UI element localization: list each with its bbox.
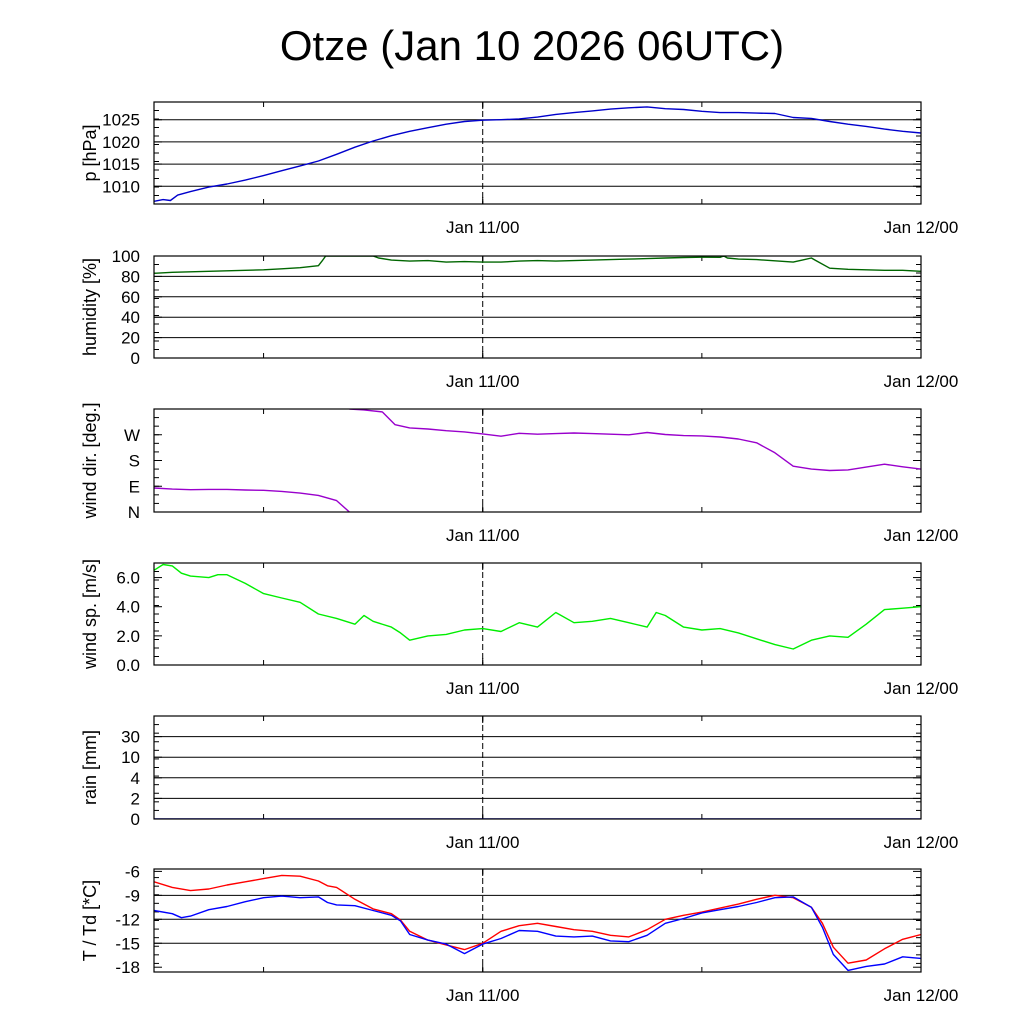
- x-tick-label: Jan 12/00: [884, 986, 959, 1005]
- y-tick-label: S: [129, 452, 140, 471]
- y-tick-label: 4.0: [116, 598, 140, 617]
- y-tick-label: N: [128, 503, 140, 522]
- y-tick-label: -18: [115, 958, 140, 977]
- y-tick-label: 1020: [102, 133, 140, 152]
- x-tick-label: Jan 11/00: [446, 986, 519, 1005]
- y-axis-label: wind sp. [m/s]: [80, 559, 100, 670]
- y-tick-label: 0: [131, 349, 140, 368]
- x-tick-label: Jan 11/00: [446, 218, 519, 237]
- y-tick-label: 1010: [102, 177, 140, 196]
- y-axis-label: rain [mm]: [80, 730, 100, 805]
- plot-frame: [153, 868, 922, 973]
- y-tick-label: -9: [125, 886, 140, 905]
- y-tick-label: E: [129, 477, 140, 496]
- plot-frame: [153, 255, 922, 359]
- plot-frame: [153, 715, 922, 820]
- x-tick-label: Jan 12/00: [884, 833, 959, 852]
- series-line-humidity: [154, 256, 921, 274]
- x-tick-label: Jan 11/00: [446, 833, 519, 852]
- x-tick-label: Jan 11/00: [446, 526, 519, 545]
- y-tick-label: 6.0: [116, 569, 140, 588]
- y-axis-label: T / Td [*C]: [80, 880, 100, 961]
- chart-title: Otze (Jan 10 2026 06UTC): [279, 22, 785, 69]
- y-tick-label: 2: [131, 789, 140, 808]
- y-tick-label: 4: [131, 769, 140, 788]
- y-tick-label: 60: [121, 288, 140, 307]
- series-line-wind-speed: [154, 563, 921, 650]
- panel-wind-speed: Jan 11/00 Jan 12/00 0.0 2.0 4.0 6.0 wind sp. […: [80, 559, 958, 698]
- x-tick-label: Jan 12/00: [884, 372, 959, 391]
- y-tick-label: 80: [121, 267, 140, 286]
- y-tick-label: 40: [121, 308, 140, 327]
- y-tick-label: 0: [131, 810, 140, 829]
- series-line-wind-direction: [154, 487, 350, 512]
- panel-temperature: Jan 11/00 Jan 12/00 -18 -15 -12 -9 -6 T / Td [*…: [80, 862, 958, 1005]
- y-tick-label: 30: [121, 728, 140, 747]
- y-axis-label: humidity [%]: [80, 258, 100, 356]
- series-line-pressure: [154, 106, 921, 202]
- x-tick-label: Jan 12/00: [884, 218, 959, 237]
- x-tick-label: Jan 11/00: [446, 679, 519, 698]
- y-tick-label: 1015: [102, 155, 140, 174]
- y-tick-label: 0.0: [116, 656, 140, 675]
- y-tick-label: -12: [115, 910, 140, 929]
- x-tick-label: Jan 11/00: [446, 372, 519, 391]
- y-tick-label: W: [124, 426, 140, 445]
- y-tick-label: 20: [121, 329, 140, 348]
- y-axis-label: wind dir. [deg.]: [80, 402, 100, 519]
- series-line-td: [154, 895, 921, 972]
- plot-frame: [153, 101, 922, 205]
- y-tick-label: -15: [115, 934, 140, 953]
- y-axis-label: p [hPa]: [80, 124, 100, 181]
- plot-frame: [153, 562, 922, 666]
- plot-frame: [153, 408, 922, 513]
- x-tick-label: Jan 12/00: [884, 679, 959, 698]
- series-line-wind-direction: [349, 409, 921, 472]
- y-tick-label: 10: [121, 748, 140, 767]
- y-tick-label: 2.0: [116, 627, 140, 646]
- y-tick-label: -6: [125, 862, 140, 881]
- y-tick-label: 1025: [102, 111, 140, 130]
- y-tick-label: 100: [112, 247, 140, 266]
- x-tick-label: Jan 12/00: [884, 526, 959, 545]
